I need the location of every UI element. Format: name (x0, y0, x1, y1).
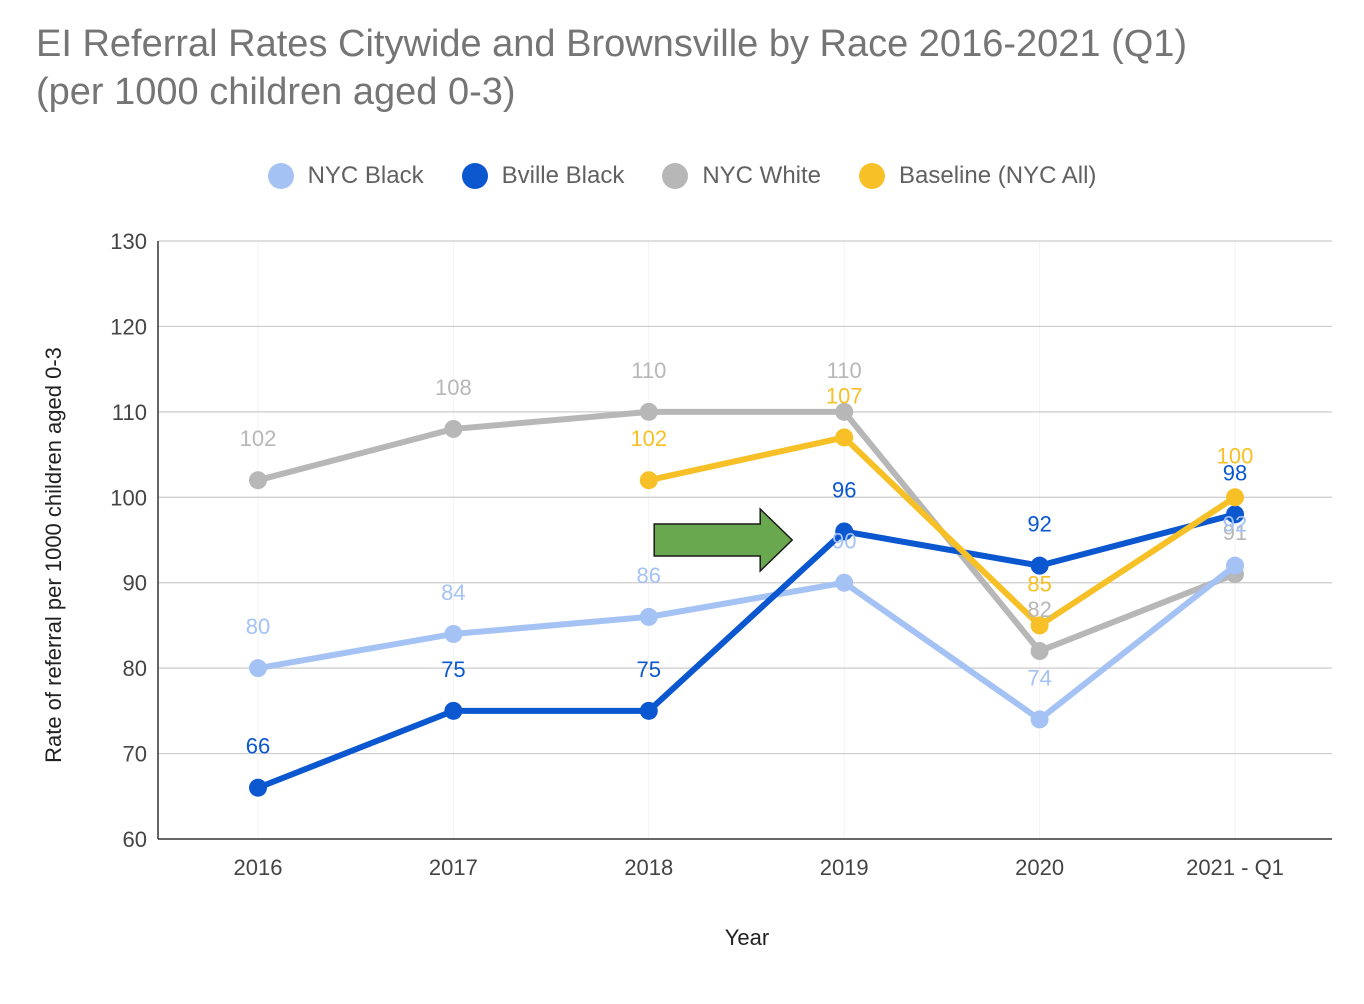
legend-swatch-baseline-nyc-all (859, 163, 886, 189)
chart-title-line-1: EI Referral Rates Citywide and Brownsvil… (36, 23, 1188, 65)
legend-swatch-bville-black (461, 163, 488, 189)
data-label-bville-black-2017: 75 (441, 657, 465, 682)
chart-title: EI Referral Rates Citywide and Brownsvil… (36, 20, 1336, 116)
series-line-nyc-black (255, 562, 1238, 723)
data-label-nyc-white-2021-q1: 91 (1223, 520, 1247, 545)
legend-swatch-nyc-black (267, 163, 294, 189)
annotation-arrow (653, 507, 794, 573)
legend-label-baseline-nyc-all: Baseline (NYC All) (899, 162, 1097, 189)
legend-item-nyc-white: NYC White (662, 162, 821, 190)
legend-item-bville-black: Bville Black (461, 162, 625, 190)
data-label-nyc-white-2020: 82 (1027, 597, 1051, 622)
point-baseline-nyc-all-2018 (639, 471, 658, 490)
data-label-nyc-black-2016: 80 (246, 614, 270, 639)
y-tick-label-120: 120 (110, 314, 147, 339)
data-label-bville-black-2019: 96 (832, 477, 856, 502)
x-tick-label-2019: 2019 (820, 855, 869, 880)
x-tick-label-2017: 2017 (429, 855, 478, 880)
data-label-nyc-white-2017: 108 (435, 375, 472, 400)
y-tick-label-60: 60 (123, 827, 147, 852)
data-label-bville-black-2020: 92 (1027, 512, 1051, 537)
data-label-nyc-white-2019: 110 (827, 358, 862, 383)
data-label-nyc-black-2021-q1: 92 (1223, 512, 1247, 537)
point-nyc-white-2018 (639, 402, 658, 421)
legend-label-nyc-black: NYC Black (307, 162, 424, 189)
data-label-nyc-black-2020: 74 (1027, 665, 1051, 690)
data-label-bville-black-2018: 75 (637, 657, 661, 682)
point-nyc-black-2017 (444, 624, 463, 643)
point-nyc-black-2019 (835, 573, 854, 592)
x-tick-label-2021-q1: 2021 - Q1 (1186, 855, 1284, 880)
y-tick-label-80: 80 (123, 656, 147, 681)
data-label-baseline-nyc-all-2018: 102 (630, 426, 667, 451)
point-baseline-nyc-all-2020 (1030, 616, 1049, 635)
legend-item-baseline-nyc-all: Baseline (NYC All) (859, 162, 1096, 190)
x-tick-label-2016: 2016 (234, 855, 283, 880)
y-tick-label-130: 130 (110, 229, 147, 254)
data-label-nyc-black-2019: 90 (832, 529, 856, 554)
chart-title-line-2: (per 1000 children aged 0-3) (36, 71, 516, 113)
point-bville-black-2016 (249, 778, 267, 797)
legend-label-bville-black: Bville Black (501, 162, 625, 189)
point-bville-black-2021-q1 (1226, 505, 1244, 524)
data-label-bville-black-2021-q1: 98 (1223, 460, 1247, 485)
y-tick-label-100: 100 (110, 485, 147, 510)
x-tick-label-2020: 2020 (1015, 855, 1064, 880)
data-label-nyc-black-2017: 84 (441, 580, 465, 605)
legend-item-nyc-black: NYC Black (267, 162, 424, 190)
series-line-nyc-white (255, 408, 1238, 655)
data-label-nyc-white-2016: 102 (240, 426, 277, 451)
point-nyc-white-2019 (835, 402, 854, 421)
y-tick-label-90: 90 (123, 571, 147, 596)
point-bville-black-2018 (639, 701, 658, 720)
data-label-baseline-nyc-all-2019: 107 (826, 383, 863, 408)
point-nyc-white-2017 (444, 419, 463, 438)
x-axis-label: Year (724, 925, 770, 950)
y-tick-label-110: 110 (112, 400, 147, 425)
point-baseline-nyc-all-2019 (835, 428, 854, 447)
legend-swatch-nyc-white (662, 163, 689, 189)
point-bville-black-2020 (1030, 556, 1049, 575)
chart-legend: NYC Black Bville Black NYC White Baseline (… (0, 156, 1364, 196)
point-baseline-nyc-all-2021-q1 (1226, 488, 1244, 507)
point-nyc-black-2020 (1030, 710, 1049, 729)
legend-label-nyc-white: NYC White (702, 162, 822, 189)
point-nyc-black-2018 (639, 607, 658, 626)
data-label-bville-black-2016: 66 (246, 734, 270, 759)
y-tick-label-70: 70 (123, 742, 147, 767)
series-line-bville-black (255, 511, 1238, 791)
point-nyc-white-2016 (249, 471, 267, 490)
point-nyc-black-2021-q1 (1226, 556, 1244, 575)
series-line-baseline-nyc-all (645, 434, 1238, 629)
point-nyc-black-2016 (249, 659, 267, 678)
data-label-baseline-nyc-all-2020: 85 (1027, 571, 1051, 596)
point-bville-black-2017 (444, 701, 463, 720)
data-label-nyc-white-2018: 110 (631, 358, 666, 383)
data-label-nyc-black-2018: 86 (637, 563, 661, 588)
point-bville-black-2019 (835, 522, 854, 541)
y-axis-label: Rate of referral per 1000 children aged … (41, 347, 66, 763)
data-label-baseline-nyc-all-2021-q1: 100 (1217, 443, 1254, 468)
x-tick-label-2018: 2018 (624, 855, 673, 880)
point-nyc-white-2020 (1030, 642, 1049, 661)
